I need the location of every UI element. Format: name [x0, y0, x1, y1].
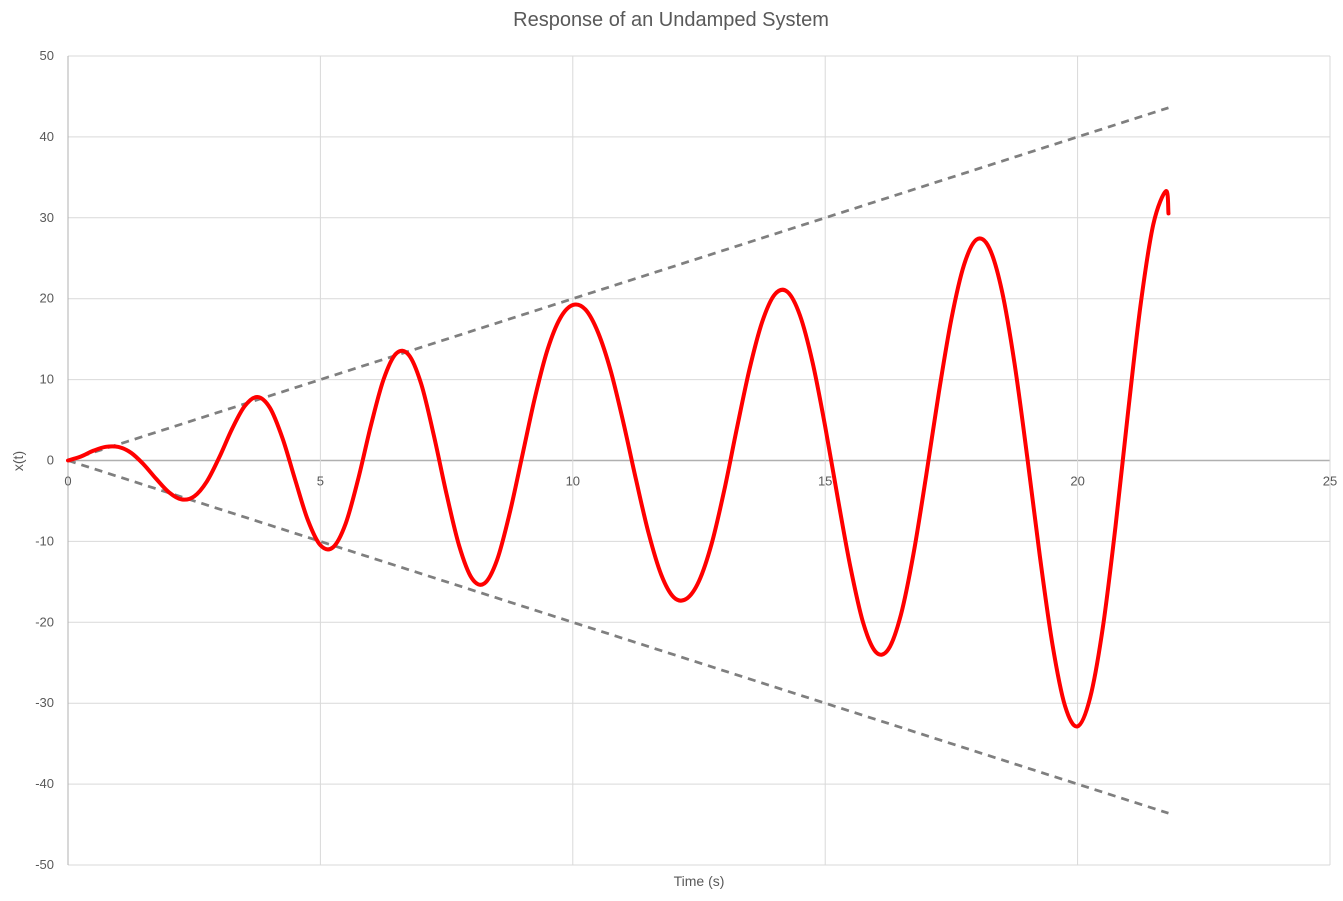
chart-title: Response of an Undamped System	[513, 9, 829, 31]
y-tick-label: 50	[40, 48, 54, 63]
x-tick-label: 20	[1070, 474, 1084, 489]
x-tick-label: 5	[317, 474, 324, 489]
y-tick-label: 40	[40, 129, 54, 144]
grid-lines	[67, 55, 1331, 866]
x-tick-label: 10	[566, 474, 580, 489]
x-axis-label: Time (s)	[674, 873, 725, 889]
tick-labels: 50 40 30 20 10 0 -10 -20 -30 -40 -50 0 5 10 15 20 25	[35, 48, 1337, 872]
x-tick-label: 0	[64, 474, 71, 489]
response-curve	[66, 189, 1171, 729]
x-tick-label: 25	[1323, 474, 1337, 489]
y-tick-label: -30	[35, 695, 54, 710]
x-tick-label: 15	[818, 474, 832, 489]
y-tick-label: 30	[40, 210, 54, 225]
y-tick-label: -20	[35, 614, 54, 629]
upper-envelope-line	[67, 106, 1169, 462]
y-tick-label: -50	[35, 857, 54, 872]
y-tick-label: -10	[35, 533, 54, 548]
lower-envelope-line	[67, 459, 1169, 815]
y-tick-label: 10	[40, 372, 54, 387]
y-tick-label: 20	[40, 291, 54, 306]
y-tick-label: 0	[47, 453, 54, 468]
y-tick-label: -40	[35, 776, 54, 791]
y-axis-label: x(t)	[10, 451, 26, 471]
series-lines	[66, 106, 1171, 815]
